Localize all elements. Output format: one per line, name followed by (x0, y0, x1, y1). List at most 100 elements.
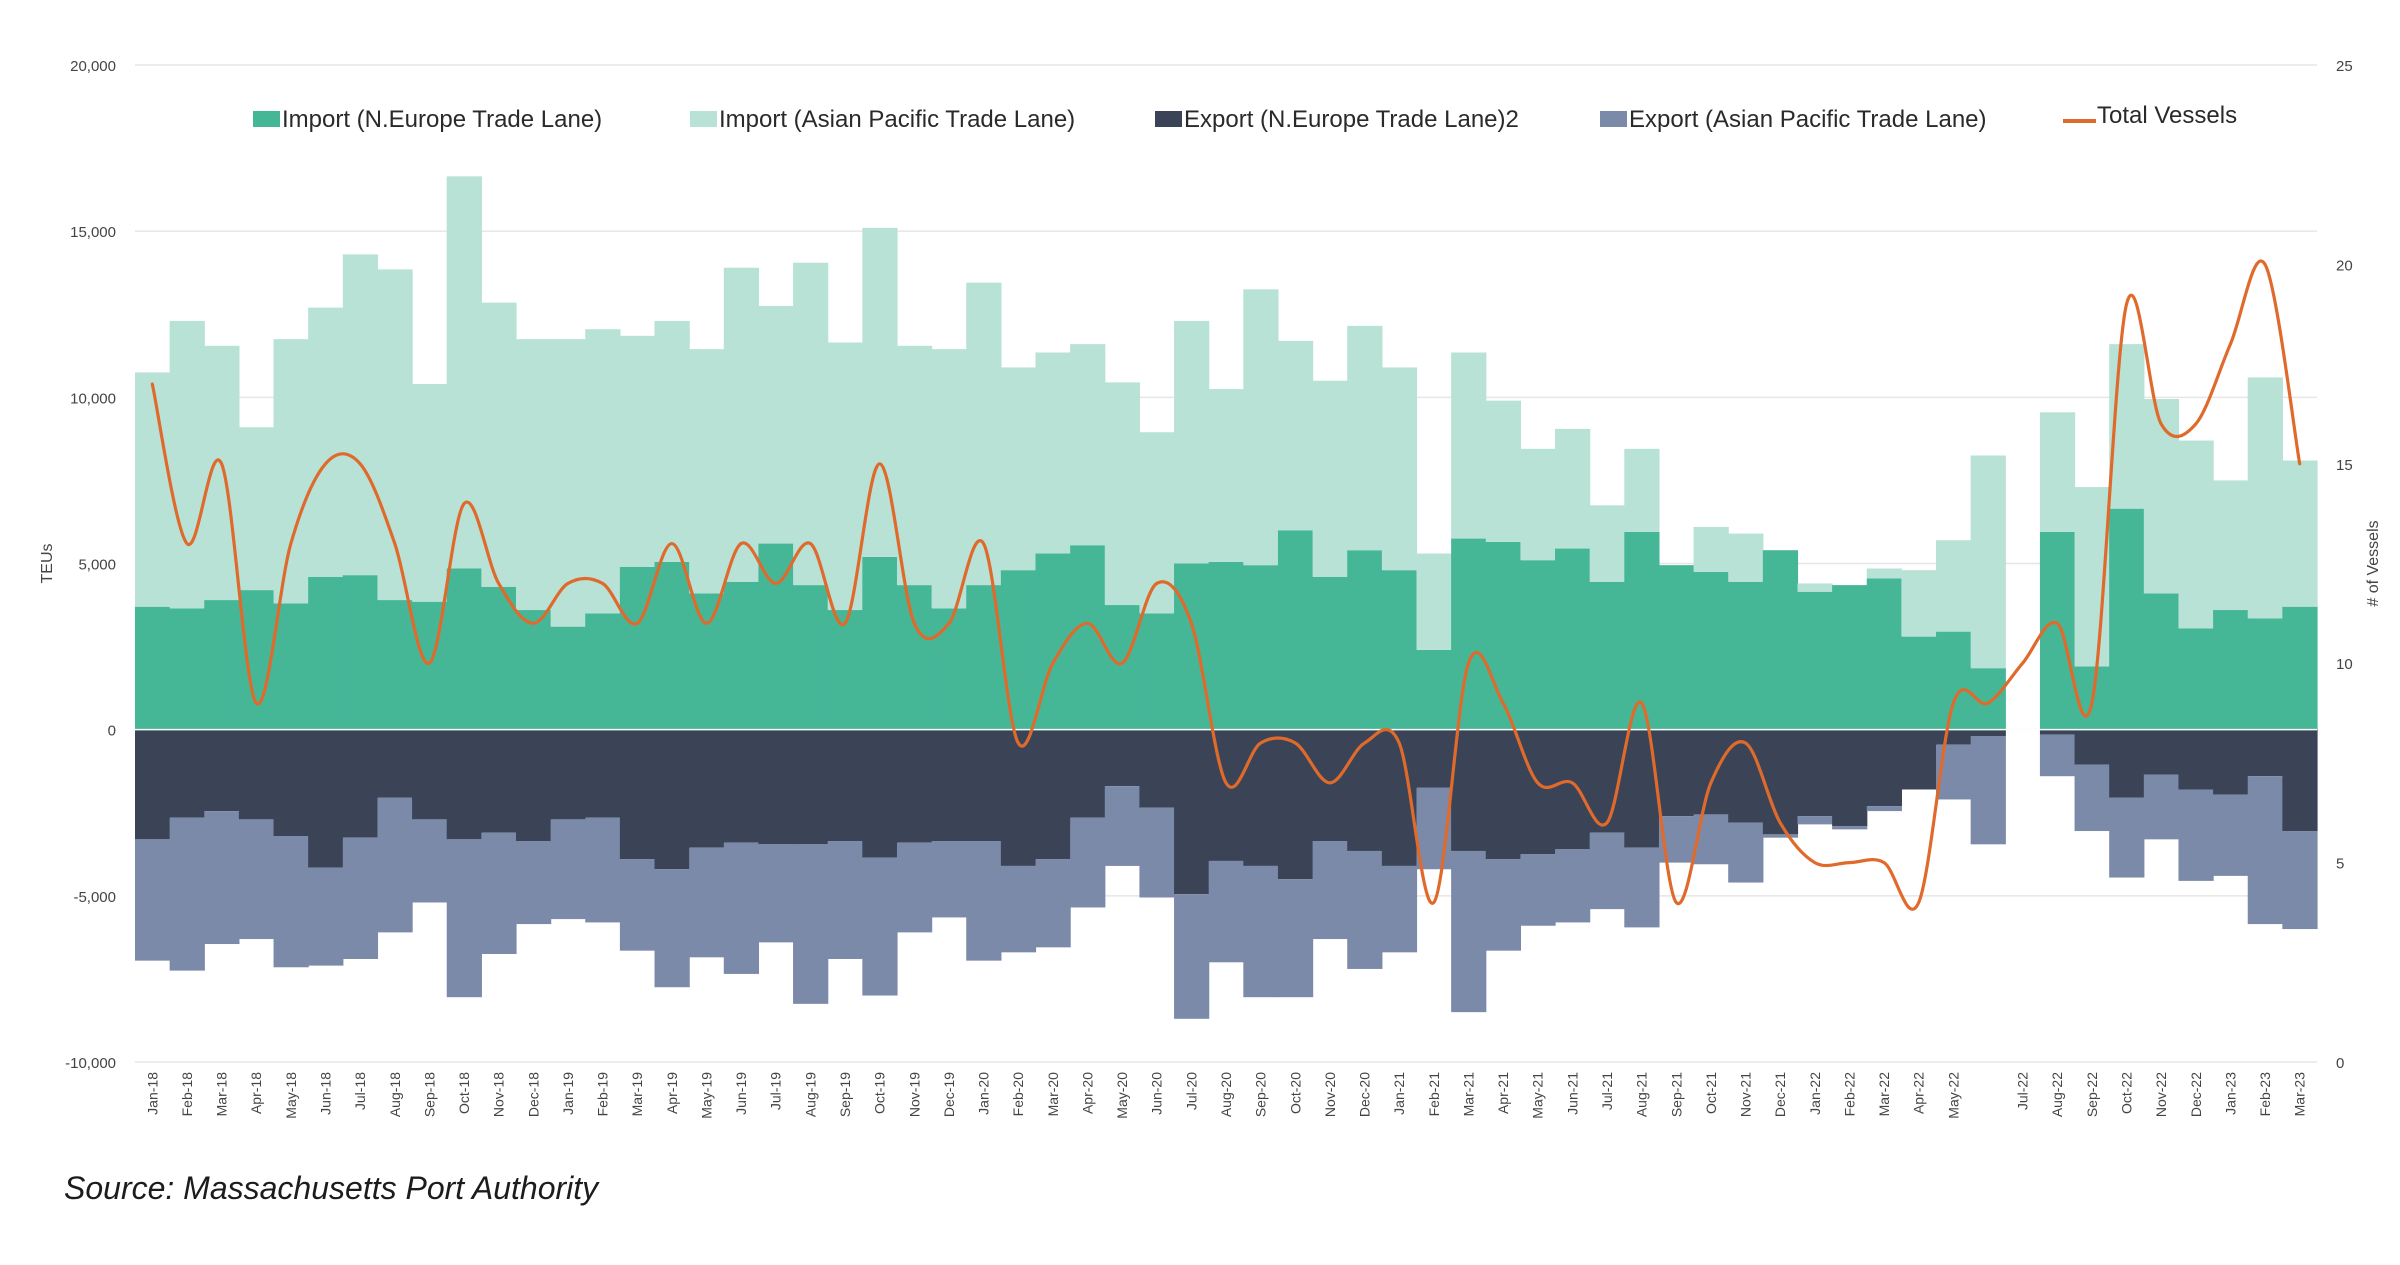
bar-import-n-europe (1728, 581, 1764, 730)
bar-export-n-europe (689, 729, 725, 848)
bar-import-asian-pacific (723, 267, 760, 582)
bar-export-asian-pacific (515, 840, 552, 925)
x-tick-label: Sep-18 (421, 1072, 437, 1117)
bar-import-n-europe (2213, 610, 2249, 730)
bar-import-n-europe (827, 610, 863, 730)
bar-export-asian-pacific (1451, 850, 1487, 1013)
bar-import-asian-pacific (1104, 382, 1141, 606)
bar-import-n-europe (2247, 618, 2283, 730)
x-tick-label: Feb-19 (595, 1072, 611, 1117)
bar-export-n-europe (1936, 729, 1972, 745)
y-tick-label: 15,000 (70, 224, 116, 241)
bar-export-n-europe (204, 729, 240, 812)
bar-export-asian-pacific (550, 819, 586, 920)
x-tick-label: Nov-21 (1738, 1072, 1754, 1117)
bar-export-n-europe (446, 729, 482, 840)
bar-export-asian-pacific (966, 840, 1002, 961)
bar-export-n-europe (550, 729, 586, 820)
x-tick-label: Feb-23 (2257, 1072, 2273, 1117)
bar-import-n-europe (2143, 593, 2180, 730)
x-tick-label: Mar-18 (214, 1072, 230, 1117)
x-tick-label: Jul-21 (1599, 1072, 1615, 1110)
bar-import-n-europe (1243, 565, 1279, 730)
x-tick-label: May-19 (698, 1072, 714, 1119)
x-tick-label: Dec-21 (1772, 1072, 1788, 1117)
bar-export-n-europe (1970, 729, 2006, 737)
bar-import-n-europe (308, 576, 344, 730)
y-tick-label: 20,000 (70, 58, 116, 75)
bar-export-n-europe (1174, 729, 1210, 895)
x-tick-label: May-21 (1530, 1072, 1546, 1119)
bar-export-n-europe (585, 729, 621, 818)
bar-import-n-europe (1381, 570, 1418, 730)
bar-export-n-europe (1485, 729, 1521, 860)
bar-export-n-europe (1139, 729, 1175, 808)
bar-export-n-europe (342, 729, 379, 838)
x-tick-label: Dec-20 (1357, 1072, 1373, 1117)
bar-import-asian-pacific (2178, 440, 2214, 629)
bar-export-asian-pacific (896, 842, 933, 933)
bar-import-n-europe (2109, 508, 2145, 730)
bar-import-asian-pacific (1381, 367, 1418, 571)
bar-import-asian-pacific (1485, 400, 1521, 542)
y2-tick-label: 20 (2336, 257, 2353, 274)
bar-export-n-europe (135, 729, 171, 840)
bar-export-asian-pacific (1728, 822, 1764, 883)
bar-import-asian-pacific (1416, 553, 1452, 650)
bar-export-asian-pacific (1035, 859, 1071, 948)
bars-layer (135, 176, 2318, 1019)
bar-export-n-europe (723, 729, 760, 843)
x-tick-label: Mar-22 (1876, 1072, 1892, 1117)
bar-import-asian-pacific (896, 345, 933, 586)
y2-tick-label: 15 (2336, 457, 2353, 474)
x-tick-label: Aug-19 (802, 1072, 818, 1117)
bar-export-n-europe (1832, 729, 1868, 827)
bar-export-asian-pacific (1208, 860, 1244, 963)
bar-import-n-europe (1658, 565, 1695, 730)
x-tick-label: Aug-18 (387, 1072, 403, 1117)
bar-import-n-europe (1451, 538, 1487, 730)
bar-import-asian-pacific (2282, 460, 2318, 607)
bar-export-asian-pacific (2213, 794, 2249, 876)
legend-swatch (690, 111, 717, 127)
bar-import-asian-pacific (169, 320, 205, 609)
bar-export-n-europe (1797, 729, 1833, 817)
bar-export-n-europe (1866, 729, 1902, 807)
bar-import-asian-pacific (1866, 568, 1902, 579)
x-tick-label: Sep-19 (837, 1072, 853, 1117)
bar-export-asian-pacific (1312, 840, 1348, 940)
bar-export-n-europe (1208, 729, 1244, 861)
bar-import-asian-pacific (1035, 352, 1071, 554)
bar-import-n-europe (1693, 571, 1729, 730)
x-tick-label: Apr-22 (1911, 1072, 1927, 1114)
bar-export-n-europe (1000, 729, 1037, 866)
legend-swatch (1600, 111, 1627, 127)
x-tick-label: Mar-21 (1460, 1072, 1476, 1117)
x-tick-label: Apr-19 (664, 1072, 680, 1114)
bar-import-asian-pacific (2213, 480, 2249, 611)
legend: Import (N.Europe Trade Lane) Import (Asia… (253, 102, 2237, 133)
x-tick-label: Jan-22 (1807, 1072, 1823, 1115)
bar-import-asian-pacific (966, 282, 1002, 586)
x-tick-label: Jan-23 (2222, 1072, 2238, 1115)
bar-import-n-europe (1901, 636, 1937, 730)
bar-import-asian-pacific (1277, 340, 1314, 531)
x-tick-label: Jan-18 (144, 1072, 160, 1115)
bar-import-n-europe (2282, 606, 2318, 730)
legend-label: Export (N.Europe Trade Lane)2 (1184, 106, 1519, 133)
x-tick-label: Feb-21 (1426, 1072, 1442, 1117)
bar-import-asian-pacific (1624, 448, 1660, 532)
bar-export-asian-pacific (1520, 854, 1556, 926)
bar-import-n-europe (1624, 531, 1660, 730)
vessel-line-layer (150, 259, 2302, 911)
bar-export-asian-pacific (827, 840, 863, 959)
bar-export-n-europe (377, 729, 413, 798)
legend-label: Import (Asian Pacific Trade Lane) (719, 106, 1075, 133)
x-tick-label: Nov-22 (2153, 1072, 2169, 1117)
bar-import-asian-pacific (1243, 289, 1279, 566)
bar-import-n-europe (238, 590, 275, 730)
bar-import-n-europe (1936, 631, 1972, 730)
bar-import-asian-pacific (1728, 533, 1764, 582)
bar-export-asian-pacific (2109, 797, 2145, 878)
